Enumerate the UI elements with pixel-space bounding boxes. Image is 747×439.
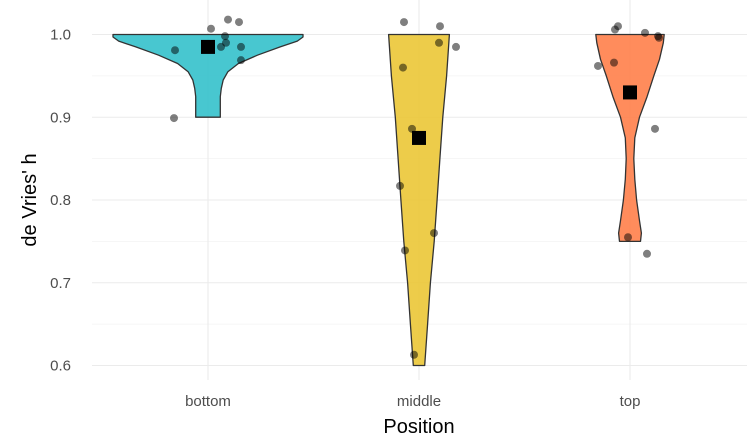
- mean-markers: [201, 39, 637, 145]
- data-point-top: [655, 33, 663, 42]
- data-point-top: [643, 249, 651, 258]
- data-point-middle: [452, 42, 460, 51]
- violin-bottom: [112, 33, 304, 118]
- data-point-bottom: [235, 18, 243, 27]
- data-point-bottom: [207, 24, 215, 33]
- data-point-middle: [435, 38, 443, 47]
- data-point-middle: [399, 63, 407, 72]
- data-point-top: [624, 233, 632, 242]
- data-point-bottom: [224, 15, 232, 24]
- data-points: [170, 15, 663, 359]
- x-tick-label-top: top: [620, 393, 641, 410]
- data-point-middle: [408, 124, 416, 133]
- data-point-middle: [396, 181, 404, 190]
- y-tick-label: 1.0: [50, 27, 71, 44]
- y-tick-label: 0.6: [50, 358, 71, 375]
- data-point-top: [611, 25, 619, 34]
- x-axis-title: Position: [383, 416, 454, 438]
- data-point-top: [610, 58, 618, 67]
- y-tick-label: 0.9: [50, 109, 71, 126]
- data-point-top: [651, 124, 659, 133]
- data-point-bottom: [217, 42, 225, 51]
- mean-marker-bottom: [201, 39, 215, 54]
- data-point-top: [594, 61, 602, 70]
- data-point-bottom: [170, 114, 178, 123]
- data-point-bottom: [237, 56, 245, 65]
- x-tick-labels: bottom middle top: [185, 393, 640, 410]
- mean-marker-top: [623, 85, 637, 100]
- x-tick-label-middle: middle: [397, 393, 441, 410]
- data-point-middle: [400, 18, 408, 27]
- y-axis-title: de Vries' h: [19, 153, 41, 246]
- data-point-bottom: [221, 32, 229, 41]
- mean-marker-middle: [412, 130, 426, 145]
- x-tick-label-bottom: bottom: [185, 393, 231, 410]
- data-point-bottom: [171, 46, 179, 55]
- y-tick-labels: 0.6 0.7 0.8 0.9 1.0: [50, 27, 71, 375]
- violin-top: [595, 33, 665, 243]
- data-point-middle: [430, 229, 438, 238]
- violins: [112, 33, 665, 367]
- data-point-top: [641, 28, 649, 37]
- data-point-middle: [436, 22, 444, 31]
- y-tick-label: 0.7: [50, 275, 71, 292]
- data-point-middle: [410, 350, 418, 359]
- y-tick-label: 0.8: [50, 192, 71, 209]
- data-point-bottom: [237, 42, 245, 51]
- violin-middle: [387, 33, 451, 367]
- data-point-middle: [401, 246, 409, 255]
